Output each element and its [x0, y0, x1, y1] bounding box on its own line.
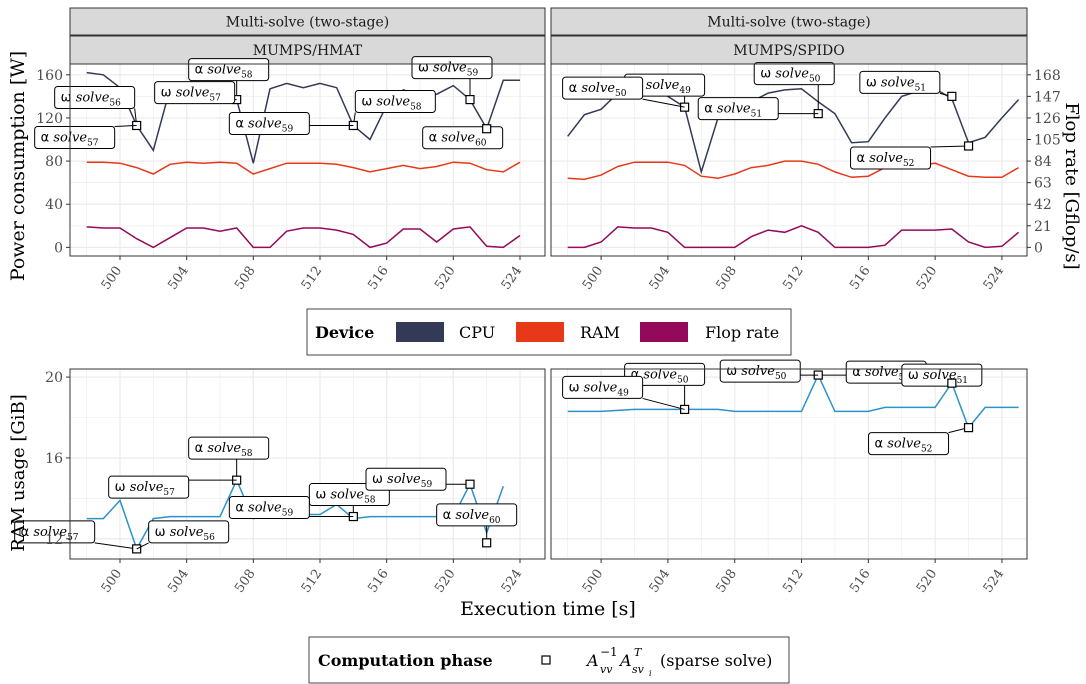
- formula-base-a2: A: [618, 651, 632, 670]
- y2-axis-label-flop: Flop rate [Gflop/s]: [1061, 102, 1082, 269]
- x-tick-label: 504: [647, 264, 674, 293]
- phase-marker: [466, 480, 474, 488]
- legend-label-cpu: CPU: [459, 323, 495, 342]
- x-tick-label: 508: [232, 567, 259, 596]
- panel-0: Multi-solve (two-stage)MUMPS/HMATω solve…: [35, 8, 545, 293]
- x-tick-label: 520: [914, 264, 941, 293]
- x-tick-label: 516: [365, 567, 392, 596]
- x-tick-label: 512: [299, 264, 326, 293]
- x-tick-label: 504: [647, 567, 674, 596]
- y-axis-label-ram: RAM usage [GiB]: [8, 394, 29, 552]
- x-tick-label: 508: [713, 264, 740, 293]
- y2-tick-label: 105: [1034, 133, 1061, 149]
- y-tick-label: 0: [54, 240, 63, 256]
- y2-tick-label: 21: [1034, 219, 1052, 235]
- x-tick-label: 520: [914, 567, 941, 596]
- y-tick-label: 120: [36, 111, 63, 127]
- phase-marker: [948, 379, 956, 387]
- legend-label-flop: Flop rate: [705, 323, 779, 342]
- phase-legend-desc: (sparse solve): [660, 651, 772, 670]
- y-tick-label: 160: [36, 68, 63, 84]
- formula-base-a: A: [585, 651, 599, 670]
- y-axis-label-power: Power consumption [W]: [7, 51, 29, 281]
- facet-strip-label: MUMPS/HMAT: [253, 43, 363, 59]
- panel-2: α solve57 ω solve56α solve58ω solve57 ω so…: [15, 369, 545, 596]
- y2-tick-label: 84: [1034, 154, 1052, 170]
- x-tick-label: 504: [165, 567, 192, 596]
- phase-legend-title: Computation phase: [318, 651, 493, 670]
- panel-1: Multi-solve (two-stage) MUMPS/SPIDO ω solv…: [551, 8, 1061, 293]
- legend-key-cpu: [396, 322, 444, 342]
- facet-strip-label: Multi-solve (two-stage): [226, 15, 390, 31]
- x-tick-label: 516: [365, 264, 392, 293]
- formula-sub-svi: sv: [632, 663, 645, 676]
- x-tick-label: 508: [232, 264, 259, 293]
- x-tick-label: 524: [499, 567, 526, 596]
- plot-area: [70, 369, 545, 559]
- y-tick-label: 40: [45, 197, 63, 213]
- y-tick-label: 80: [45, 154, 63, 170]
- y-tick-label: 16: [45, 451, 63, 467]
- y2-tick-label: 147: [1034, 89, 1061, 105]
- formula-sub-i: i: [649, 669, 652, 678]
- y2-tick-label: 168: [1034, 68, 1061, 84]
- device-legend: Device CPU RAM Flop rate: [307, 309, 791, 355]
- x-tick-label: 512: [780, 264, 807, 293]
- x-tick-label: 524: [981, 567, 1008, 596]
- y-tick-label: 20: [45, 370, 63, 386]
- legend-key-ram: [516, 322, 564, 342]
- x-axis-label: Execution time [s]: [460, 598, 636, 620]
- phase-marker: [965, 424, 973, 432]
- y2-tick-label: 0: [1034, 240, 1043, 256]
- x-tick-label: 524: [499, 264, 526, 293]
- phase-marker: [965, 142, 973, 150]
- facet-strip-label: MUMPS/SPIDO: [733, 43, 844, 59]
- formula-sub-vv: vv: [600, 663, 613, 676]
- phase-marker: [483, 125, 491, 133]
- x-tick-label: 516: [847, 264, 874, 293]
- x-tick-label: 500: [580, 264, 607, 293]
- y-tick-label: 12: [45, 532, 63, 548]
- x-tick-label: 500: [99, 567, 126, 596]
- x-tick-label: 500: [580, 567, 607, 596]
- x-tick-label: 524: [981, 264, 1008, 293]
- y2-tick-label: 42: [1034, 197, 1052, 213]
- x-tick-label: 516: [847, 567, 874, 596]
- x-tick-label: 512: [299, 567, 326, 596]
- legend-key-flop: [640, 322, 688, 342]
- device-legend-title: Device: [315, 323, 374, 342]
- x-tick-label: 504: [165, 264, 192, 293]
- phase-marker: [466, 96, 474, 104]
- facet-strip-label: Multi-solve (two-stage): [707, 15, 871, 31]
- plot-area: [70, 64, 545, 256]
- x-tick-label: 500: [99, 264, 126, 293]
- phase-marker: [948, 92, 956, 100]
- formula-sup-inverse: −1: [600, 645, 618, 659]
- phase-legend: Computation phase A −1 vv A T sv i (spar…: [309, 637, 789, 683]
- legend-label-ram: RAM: [580, 323, 620, 342]
- x-tick-label: 508: [713, 567, 740, 596]
- x-tick-label: 512: [780, 567, 807, 596]
- phase-marker: [483, 539, 491, 547]
- x-tick-label: 520: [432, 567, 459, 596]
- y2-tick-label: 63: [1034, 176, 1052, 192]
- y2-tick-label: 126: [1034, 111, 1061, 127]
- x-tick-label: 520: [432, 264, 459, 293]
